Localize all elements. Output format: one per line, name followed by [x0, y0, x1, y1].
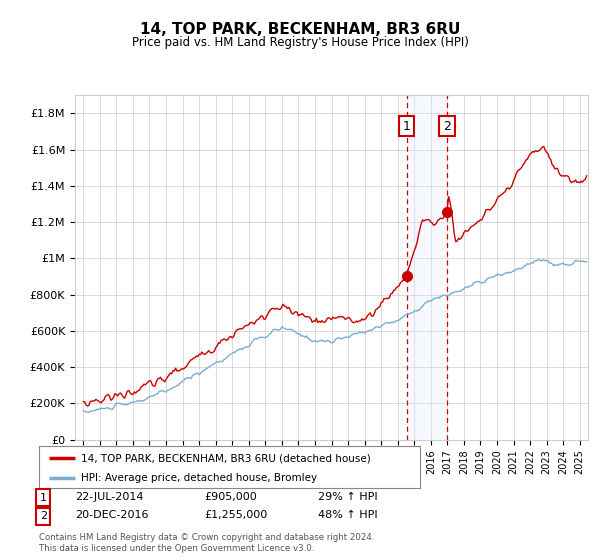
Text: 14, TOP PARK, BECKENHAM, BR3 6RU (detached house): 14, TOP PARK, BECKENHAM, BR3 6RU (detach… — [81, 453, 371, 463]
Bar — [407, 95, 447, 440]
Text: 2: 2 — [40, 511, 47, 521]
Text: 14, TOP PARK, BECKENHAM, BR3 6RU: 14, TOP PARK, BECKENHAM, BR3 6RU — [140, 22, 460, 38]
Text: 2: 2 — [443, 119, 451, 133]
Text: £1,255,000: £1,255,000 — [204, 510, 267, 520]
Text: 20-DEC-2016: 20-DEC-2016 — [75, 510, 149, 520]
Text: £905,000: £905,000 — [204, 492, 257, 502]
Text: 1: 1 — [403, 119, 411, 133]
Text: HPI: Average price, detached house, Bromley: HPI: Average price, detached house, Brom… — [81, 473, 317, 483]
Text: 29% ↑ HPI: 29% ↑ HPI — [318, 492, 377, 502]
Text: 1: 1 — [40, 493, 47, 503]
Text: Price paid vs. HM Land Registry's House Price Index (HPI): Price paid vs. HM Land Registry's House … — [131, 36, 469, 49]
Text: 48% ↑ HPI: 48% ↑ HPI — [318, 510, 377, 520]
Text: Contains HM Land Registry data © Crown copyright and database right 2024.
This d: Contains HM Land Registry data © Crown c… — [39, 533, 374, 553]
Text: 22-JUL-2014: 22-JUL-2014 — [75, 492, 143, 502]
